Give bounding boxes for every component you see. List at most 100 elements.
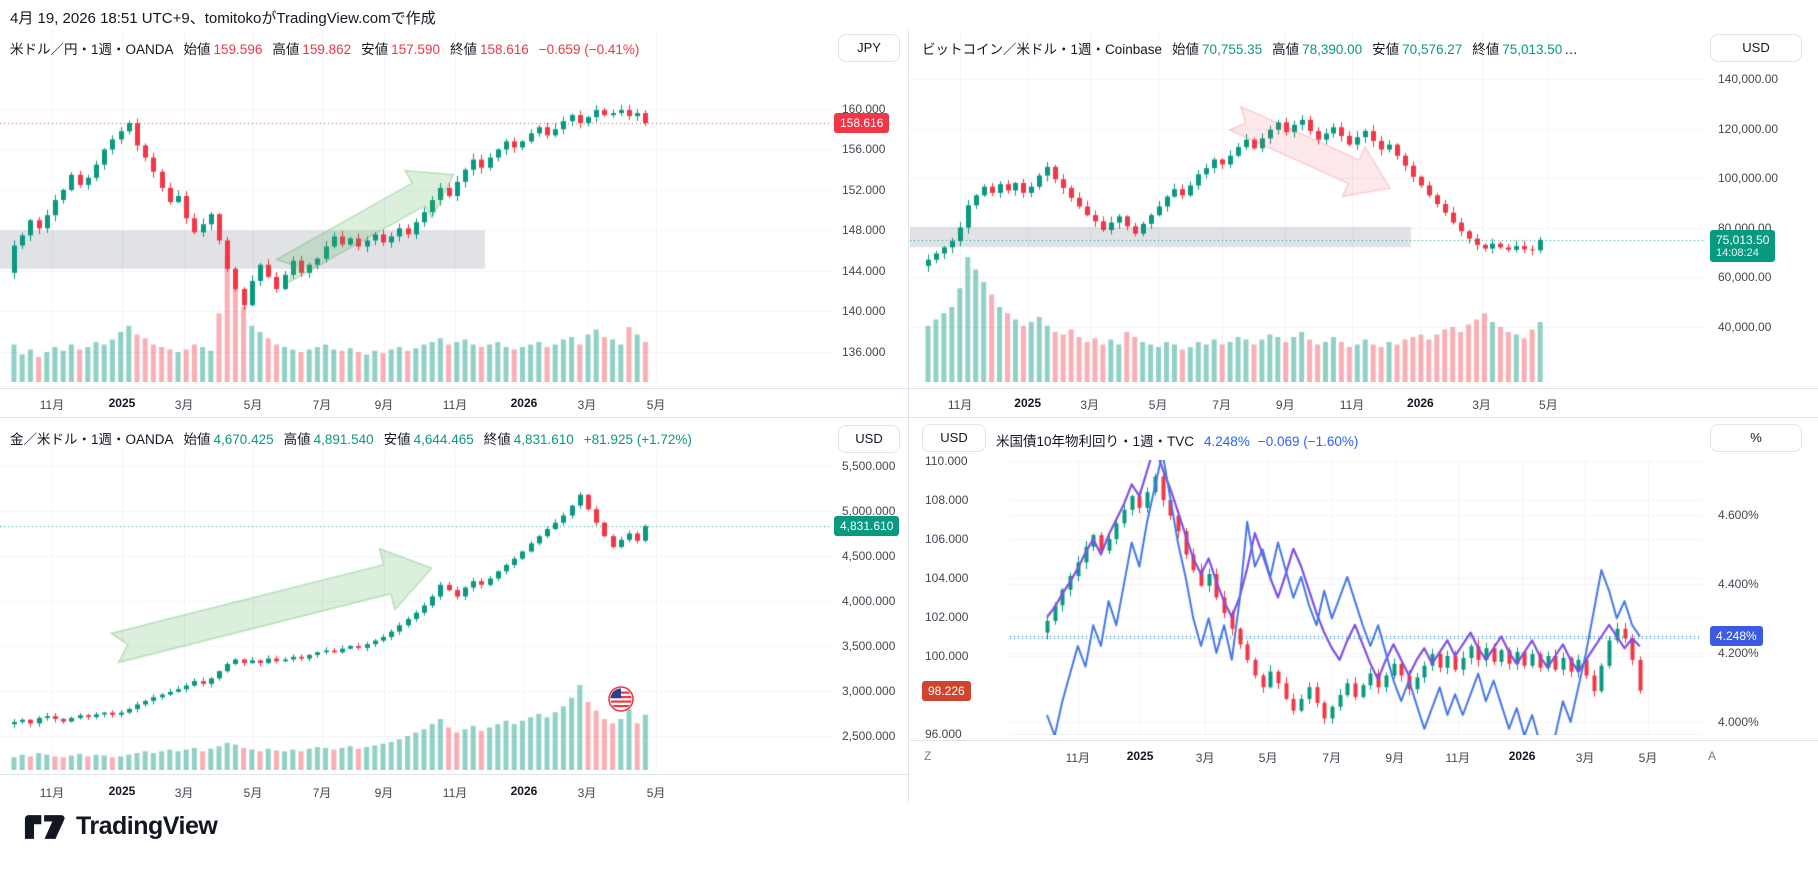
time-axis-label: 11月 <box>442 398 468 412</box>
price-tick-label: 5,000.000 <box>842 504 896 518</box>
legend-value: 安値 <box>383 432 411 447</box>
legend-value: 終値 <box>483 432 511 447</box>
btcusd-chart-canvas[interactable] <box>910 30 1705 382</box>
us10y-chart-canvas[interactable] <box>1010 460 1702 735</box>
panel-divider-vertical <box>908 30 909 803</box>
legend-value: 70,755.35 <box>1202 42 1263 57</box>
price-tick-label: 96.000 <box>925 727 962 742</box>
time-axis-label: 9月 <box>374 786 394 800</box>
price-scale-unit-button-jpy[interactable]: JPY <box>838 34 900 62</box>
panel-divider-horizontal <box>0 417 1818 418</box>
price-tick-label: 152.000 <box>842 182 886 197</box>
time-axis-label: 11月 <box>1339 398 1365 412</box>
time-axis-label: 7月 <box>312 398 332 412</box>
time-axis-label: 2026 <box>1407 396 1434 410</box>
legend-value: 始値 <box>183 42 211 57</box>
price-tick-label: 110.000 <box>925 453 968 468</box>
legend-value: 始値 <box>183 432 211 447</box>
legend-value: 78,390.00 <box>1302 42 1363 57</box>
price-tick-label: 4.400% <box>1718 576 1759 591</box>
legend-value: 158.616 <box>479 42 529 57</box>
legend-value: 4,891.540 <box>313 432 374 447</box>
chart-legend-us10y: 米国債10年物利回り・1週・TVC 4.248% −0.069 (−1.60%) <box>996 430 1358 450</box>
legend-value: 70,576.27 <box>1402 42 1463 57</box>
price-tick-label: 4,000.000 <box>842 594 896 608</box>
time-axis-label: 3月 <box>1575 751 1595 765</box>
chart-legend-xauusd: 金／米ドル・1週・OANDA 始値 4,670.425 高値 4,891.540 安値 4,… <box>10 428 692 448</box>
time-axis-separator <box>0 774 910 775</box>
price-tick-label: 4.200% <box>1718 645 1759 660</box>
time-axis-label: 3月 <box>174 398 194 412</box>
price-tick-label: 106.000 <box>925 531 969 546</box>
price-tick-label: 156.000 <box>842 142 886 157</box>
xauusd-chart-canvas[interactable] <box>0 450 832 770</box>
price-tick-label: 5,500.000 <box>842 459 896 474</box>
price-tick-label: 100,000.00 <box>1718 171 1779 186</box>
chart-panel-xauusd: 金／米ドル・1週・OANDA 始値 4,670.425 高値 4,891.540 安値 4,… <box>0 418 910 806</box>
right-scale-unit-button-percent[interactable]: % <box>1710 424 1802 452</box>
time-axis-label: 5月 <box>646 398 666 412</box>
symbol-title[interactable]: 米ドル／円・1週・OANDA <box>10 42 174 57</box>
time-axis-label: 2025 <box>1014 396 1041 410</box>
time-axis-label: 5月 <box>1638 751 1658 765</box>
price-tick-label: 140,000.00 <box>1718 72 1779 86</box>
time-axis-label: 11月 <box>442 786 468 800</box>
time-axis-label: 7月 <box>1212 398 1231 412</box>
legend-value: 高値 <box>283 432 311 447</box>
time-axis-label: 3月 <box>1195 751 1215 765</box>
badge-countdown: 14:08:24 <box>1716 246 1759 259</box>
price-tick-label: 144.000 <box>842 263 886 278</box>
badge-price: 158.616 <box>840 116 884 131</box>
price-tick-label: 4.600% <box>1718 507 1759 522</box>
chart-legend-btcusd: ビットコイン／米ドル・1週・Coinbase 始値 70,755.35 高値 78,39… <box>922 38 1578 58</box>
price-tick-label: 148.000 <box>842 223 886 238</box>
time-axis-label: 11月 <box>1445 751 1470 765</box>
legend-value: 終値 <box>449 42 477 57</box>
time-axis-separator <box>910 740 1818 741</box>
time-axis-label: 5月 <box>1148 398 1168 412</box>
left-scale-unit-button-usd[interactable]: USD <box>922 424 986 452</box>
tradingview-logo[interactable]: TradingView <box>24 812 218 841</box>
time-axis-label: 9月 <box>374 398 394 412</box>
legend-value: −0.069 (−1.60%) <box>1257 434 1359 449</box>
price-tick-label: 160.000 <box>842 102 886 117</box>
price-tick-label: 4.000% <box>1718 714 1759 729</box>
badge-price: 4,831.610 <box>840 519 894 534</box>
symbol-title[interactable]: 金／米ドル・1週・OANDA <box>10 432 174 447</box>
time-axis-label: 3月 <box>1080 398 1099 412</box>
price-tick-label: 100.000 <box>925 649 969 663</box>
time-axis-label: 2026 <box>510 784 538 798</box>
legend-value: 高値 <box>1272 42 1300 57</box>
legend-value: 終値 <box>1472 42 1500 57</box>
price-tick-label: 120,000.00 <box>1718 121 1779 136</box>
symbol-title[interactable]: 米国債10年物利回り・1週・TVC <box>996 434 1195 449</box>
tradingview-logo-icon <box>24 814 65 839</box>
price-scale-unit-button-usd[interactable]: USD <box>838 425 900 453</box>
price-scale-unit-button-usd[interactable]: USD <box>1710 34 1802 62</box>
time-axis-label: 2025 <box>108 396 136 410</box>
badge-price: 98.226 <box>928 683 965 698</box>
legend-value: 4.248% <box>1204 434 1250 449</box>
chart-panel-us10y: 米国債10年物利回り・1週・TVC 4.248% −0.069 (−1.60%) US… <box>910 418 1818 806</box>
legend-value: 高値 <box>272 42 300 57</box>
legend-value: 157.590 <box>391 42 440 57</box>
symbol-title[interactable]: ビットコイン／米ドル・1週・Coinbase <box>922 42 1163 57</box>
corner-label-z: Z <box>924 749 932 763</box>
usdjpy-chart-canvas[interactable] <box>0 30 832 382</box>
legend-value: 4,831.610 <box>513 432 574 447</box>
time-axis-label: 7月 <box>1322 751 1342 765</box>
last-price-badge: 75,013.50 14:08:24 <box>1710 229 1776 262</box>
tradingview-logo-text: TradingView <box>76 812 218 840</box>
time-axis-label: 2025 <box>108 784 136 798</box>
legend-value: 4,644.465 <box>413 432 474 447</box>
time-axis-label: 3月 <box>577 786 597 800</box>
last-price-badge: 98.226 <box>922 680 971 701</box>
time-axis-label: 2026 <box>1508 749 1536 763</box>
time-axis-separator <box>0 388 910 389</box>
time-axis-label: 11月 <box>39 398 65 412</box>
legend-value: −0.659 (−0.41%) <box>538 42 640 57</box>
time-axis-label: 5月 <box>243 786 263 800</box>
legend-value: 159.862 <box>302 42 352 57</box>
time-axis-label: 11月 <box>1065 751 1091 765</box>
price-tick-label: 108.000 <box>925 492 969 507</box>
